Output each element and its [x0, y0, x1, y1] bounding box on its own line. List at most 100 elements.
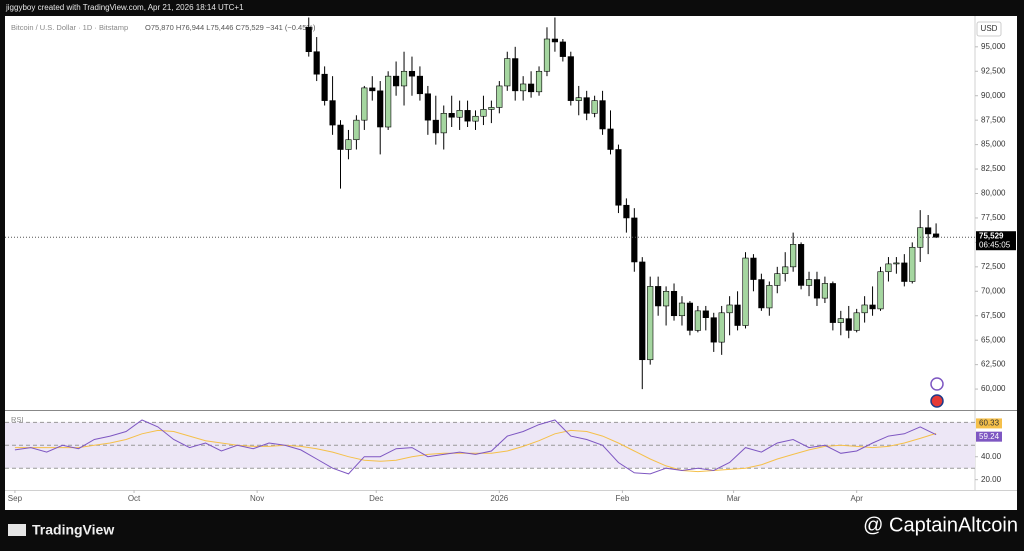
y-tick-label: 85,000 [981, 140, 1006, 149]
candle-body [821, 283, 828, 299]
candle-body [599, 100, 606, 130]
candle-body [623, 204, 630, 219]
rsi-ma-badge [976, 418, 1002, 429]
footer: TradingView @ CaptainAltcoin [8, 514, 1018, 538]
candle-body [329, 100, 336, 126]
y-tick-label: 77,500 [981, 213, 1006, 222]
legend-ohlc: O75,870 H76,944 L75,446 C75,529 −341 (−0… [145, 23, 316, 32]
x-tick-label: Nov [250, 494, 264, 503]
flag-icon[interactable] [930, 394, 944, 408]
candle-body [655, 286, 662, 307]
candle-body [321, 73, 328, 101]
y-tick-label: 87,500 [981, 115, 1006, 124]
x-tick-label: Feb [616, 494, 630, 503]
candle-body [885, 263, 892, 273]
candle-body [385, 75, 392, 128]
candle-body [750, 257, 757, 280]
candle-body [615, 149, 622, 206]
candle-body [726, 304, 733, 314]
candle-body [805, 279, 813, 286]
x-tick-label: Apr [850, 494, 863, 503]
candle-body [480, 109, 487, 117]
event-icon[interactable] [930, 377, 944, 391]
brand: TradingView [32, 522, 114, 538]
rsi-line [14, 419, 937, 475]
y-tick-label: 90,000 [981, 91, 1006, 100]
candle-body [774, 273, 781, 286]
icons [930, 377, 944, 408]
candle-body [520, 83, 527, 92]
y-tick-label: 72,500 [981, 262, 1006, 271]
y-tick-label: 70,000 [981, 286, 1006, 295]
candle-body [305, 26, 312, 53]
candle-body [790, 244, 797, 268]
candle-body [766, 285, 773, 309]
candle-body [845, 318, 852, 331]
rsi-value: 59.24 [979, 432, 1000, 441]
candle-body [361, 87, 368, 121]
rsi-badge [976, 431, 1002, 442]
candle-body [591, 100, 598, 114]
candle-body [734, 304, 741, 326]
candle-body [639, 261, 646, 361]
y-tick-label: 65,000 [981, 335, 1006, 344]
candle-body [901, 262, 908, 282]
candle-body [313, 51, 320, 75]
rsi-ma-line [14, 429, 937, 473]
candle-body [869, 304, 876, 310]
candle-body [877, 271, 884, 310]
y-tick-label: 80,000 [981, 189, 1006, 198]
candle-body [647, 286, 654, 361]
candle-body [424, 93, 431, 121]
candle-body [694, 310, 701, 331]
rsi-y-tick-label: 20.00 [981, 475, 1002, 484]
candle-body [837, 318, 844, 323]
candle-body [464, 110, 471, 122]
y-tick-label: 60,000 [981, 384, 1006, 393]
candle-body [440, 113, 447, 134]
countdown: 06:45:05 [979, 240, 1011, 249]
candle-body [678, 302, 686, 317]
candle-body [448, 113, 455, 118]
x-tick-label: Oct [128, 494, 141, 503]
candle-body [377, 90, 384, 128]
candle-body [893, 262, 900, 265]
candle-body [853, 312, 860, 331]
rsi-y-tick-label: 40.00 [981, 452, 1002, 461]
last-price-label: 75,529 [979, 231, 1004, 240]
candle-body [813, 279, 821, 299]
candle-body [345, 139, 352, 150]
candle-body [393, 75, 400, 87]
currency[interactable]: USD [981, 24, 998, 33]
candle-body [551, 38, 558, 43]
candle-body [575, 97, 582, 101]
candle-body [504, 58, 511, 87]
rsi-lines [14, 419, 937, 475]
candle-body [909, 246, 916, 282]
legend-symbol: Bitcoin / U.S. Dollar · 1D · Bitstamp [11, 23, 128, 32]
candle-body [512, 58, 519, 92]
x-tick-label: Dec [369, 494, 383, 503]
candle-body [559, 41, 566, 57]
candle-body [432, 119, 439, 134]
x-tick-label: Mar [727, 494, 741, 503]
candle-body [337, 124, 344, 150]
candle-body [829, 283, 836, 323]
candle-body [782, 266, 789, 274]
candle-body [925, 227, 932, 235]
candle-body [663, 290, 670, 307]
candle-body [567, 56, 574, 101]
candle-body [488, 107, 495, 110]
candle-body [686, 302, 693, 331]
candle-body [702, 310, 709, 318]
candle-body [472, 115, 479, 122]
candle-body [535, 70, 543, 93]
currency-button[interactable] [976, 21, 1002, 37]
candle-body [408, 70, 416, 77]
candle-body [456, 110, 463, 118]
watermark: @ CaptainAltcoin [863, 514, 1018, 536]
candle-body [710, 317, 717, 343]
candle-body [607, 128, 614, 150]
candle-body [583, 97, 590, 114]
candle-body [718, 312, 725, 343]
